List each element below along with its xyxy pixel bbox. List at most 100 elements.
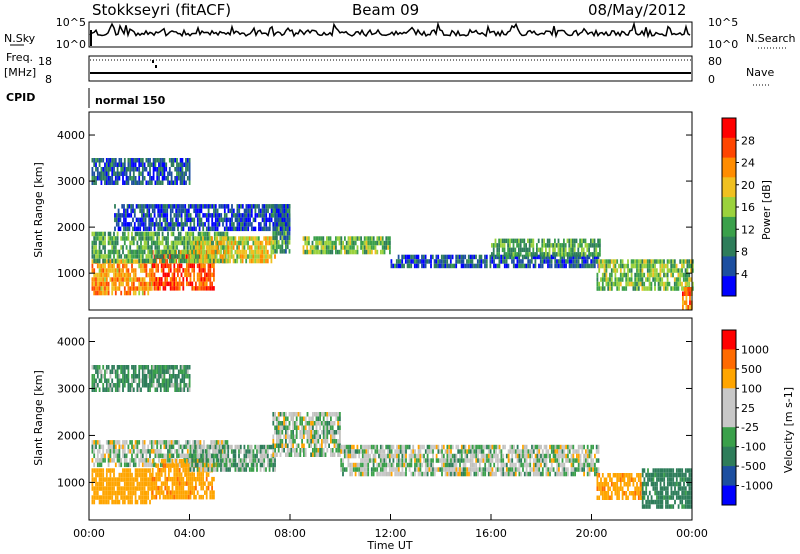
data-cell xyxy=(565,471,567,477)
data-cell xyxy=(345,453,348,459)
data-cell xyxy=(498,263,501,269)
data-cell xyxy=(98,481,101,487)
data-cell xyxy=(559,444,562,450)
data-cell xyxy=(450,444,452,450)
data-cell xyxy=(157,263,159,269)
data-cell xyxy=(345,444,348,450)
data-cell xyxy=(124,213,127,218)
data-cell xyxy=(158,167,160,172)
data-cell xyxy=(116,495,119,500)
data-cell xyxy=(136,486,139,491)
data-cell xyxy=(104,458,106,463)
data-cell xyxy=(127,481,130,487)
data-cell xyxy=(113,236,115,241)
data-cell xyxy=(152,231,155,237)
data-cell xyxy=(250,444,253,450)
data-cell xyxy=(123,231,126,237)
data-cell xyxy=(173,281,176,287)
data-cell xyxy=(239,249,242,255)
data-cell xyxy=(265,444,267,450)
data-cell xyxy=(239,258,242,264)
data-cell xyxy=(141,477,144,482)
data-cell xyxy=(324,249,326,255)
data-cell xyxy=(118,162,121,167)
colorbar-segment xyxy=(722,177,736,198)
data-cell xyxy=(279,204,282,209)
data-cell xyxy=(227,449,230,454)
data-cell xyxy=(143,167,146,172)
data-cell xyxy=(214,226,217,232)
data-cell xyxy=(313,443,316,448)
data-cell xyxy=(670,272,673,278)
data-cell xyxy=(414,471,416,477)
data-cell xyxy=(178,208,181,214)
data-cell xyxy=(573,238,576,244)
data-cell xyxy=(229,240,231,246)
data-cell xyxy=(286,222,289,227)
data-cell xyxy=(417,471,420,477)
data-cell xyxy=(279,430,282,435)
data-cell xyxy=(122,453,124,459)
data-cell xyxy=(345,245,348,250)
data-cell xyxy=(403,462,406,468)
data-cell xyxy=(288,448,291,453)
data-cell xyxy=(525,458,528,463)
data-cell xyxy=(160,467,163,473)
data-cell xyxy=(175,472,177,477)
data-cell xyxy=(636,259,638,264)
data-cell xyxy=(641,268,644,273)
data-cell xyxy=(178,467,181,473)
data-cell xyxy=(193,226,196,232)
data-cell xyxy=(270,453,273,459)
data-cell xyxy=(444,259,447,264)
data-cell xyxy=(102,268,105,273)
data-cell xyxy=(123,171,126,176)
data-cell xyxy=(140,449,142,454)
data-cell xyxy=(125,458,128,463)
data-cell xyxy=(93,258,96,264)
data-cell xyxy=(176,240,178,246)
data-cell xyxy=(645,259,647,264)
data-cell xyxy=(184,204,187,209)
data-cell xyxy=(545,458,548,463)
data-cell xyxy=(413,263,416,269)
data-cell xyxy=(308,240,310,246)
data-cell xyxy=(450,471,452,477)
data-cell xyxy=(252,458,255,463)
data-cell xyxy=(276,430,278,435)
data-cell xyxy=(684,277,687,282)
data-cell xyxy=(319,425,321,430)
data-cell xyxy=(322,434,325,439)
data-cell xyxy=(457,467,460,472)
data-cell xyxy=(523,238,526,244)
data-cell xyxy=(254,204,257,209)
data-cell xyxy=(191,458,194,463)
data-cell xyxy=(213,494,215,500)
data-cell xyxy=(159,440,162,445)
data-cell xyxy=(536,252,538,257)
data-cell xyxy=(96,254,99,259)
data-cell xyxy=(223,208,226,214)
data-cell xyxy=(304,236,307,241)
data-cell xyxy=(105,272,108,278)
data-cell xyxy=(584,238,587,244)
data-cell xyxy=(142,213,145,218)
data-cell xyxy=(141,468,144,473)
data-cell xyxy=(156,171,159,176)
data-cell xyxy=(467,254,470,260)
data-cell xyxy=(146,208,149,214)
data-cell xyxy=(219,440,222,445)
data-cell xyxy=(116,277,119,282)
data-cell xyxy=(554,252,556,257)
data-cell xyxy=(100,171,103,176)
data-cell xyxy=(225,222,228,227)
data-cell xyxy=(337,430,339,435)
data-cell xyxy=(559,462,562,468)
data-cell xyxy=(601,259,604,264)
data-cell xyxy=(160,458,163,464)
data-cell xyxy=(666,268,669,273)
data-cell xyxy=(675,281,678,287)
data-cell xyxy=(192,258,195,264)
data-cell xyxy=(140,231,142,237)
data-cell xyxy=(199,440,202,445)
